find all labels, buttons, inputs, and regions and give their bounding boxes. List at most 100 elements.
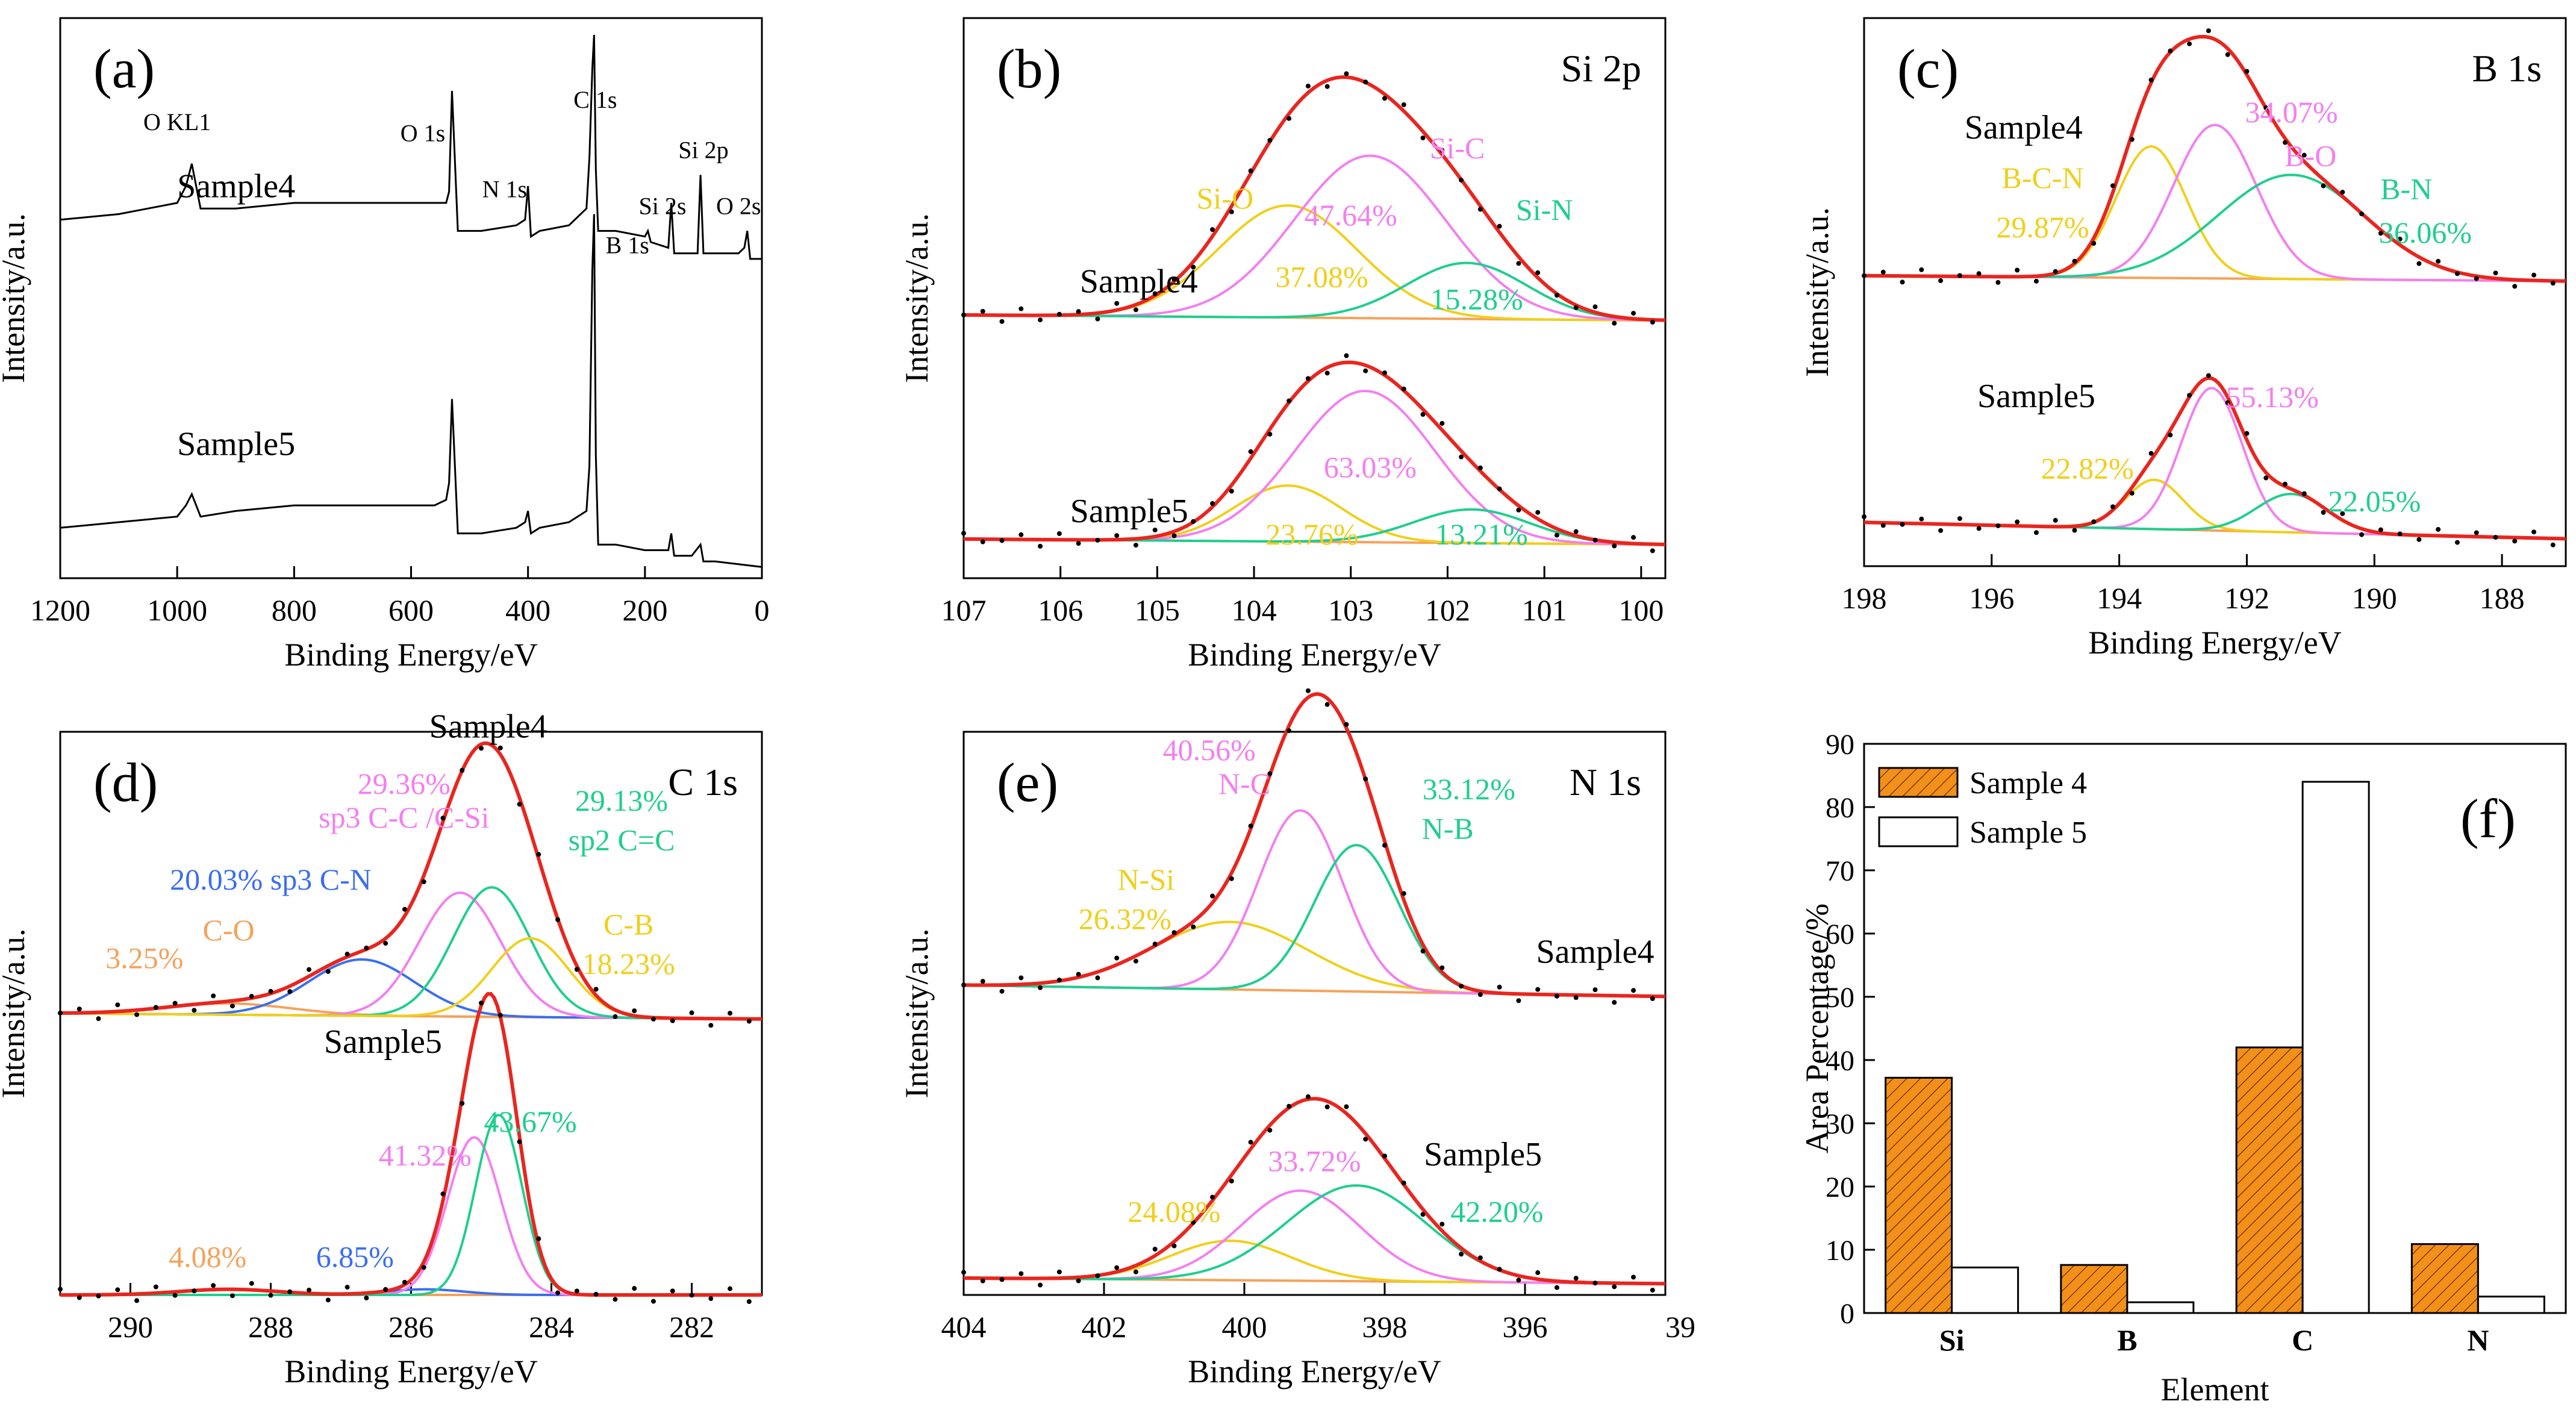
raw-data-point [2512,538,2518,544]
raw-data-point [999,319,1005,324]
raw-data-point [460,768,465,773]
raw-data-point [728,1011,733,1016]
y-tick-label: 40 [1826,1045,1854,1077]
raw-data-point [593,1291,599,1297]
panel-a: Binding Energy/eV Intensity/a.u. (a) 1200 10… [0,17,770,673]
bar-C-Sample5 [2301,781,2370,1314]
peak-annotation: 29.36% [358,767,451,800]
raw-data-point [2187,393,2192,398]
raw-data-point [1631,535,1636,540]
x-axis-label: Binding Energy/eV [1188,1353,1441,1389]
peak-annotation: C-O [203,913,255,947]
raw-data-point [1573,305,1579,310]
raw-data-point [1095,975,1100,981]
raw-data-point [1612,543,1617,549]
raw-data-point [2263,105,2269,111]
raw-data-point [1038,543,1043,549]
raw-data-point [1880,269,1886,275]
x-tick-label: 194 [2097,581,2142,615]
x-tick-label: 1000 [147,593,207,627]
raw-data-point [689,1293,694,1298]
peak-annotation: 20.03% sp3 C-N [170,862,372,896]
x-tick-label: 105 [1135,593,1180,627]
raw-data-point [1535,987,1541,992]
x-tick-label: C [2292,1323,2313,1357]
envelope-fit [963,692,1666,999]
raw-data-point [1382,370,1387,376]
raw-data-point [1938,278,1944,284]
raw-data-point [1305,688,1311,693]
x-axis-label: Binding Energy/eV [284,1353,537,1389]
peak-annotation: 23.76% [1265,517,1358,551]
raw-data-point [555,917,561,922]
peak-annotation: O KL1 [143,108,211,136]
raw-data-point [2244,431,2250,436]
series-label: Sample5 [324,1023,442,1061]
x-tick-label: 600 [388,593,434,627]
raw-data-point [1229,488,1234,494]
raw-data-point [287,989,293,994]
raw-data-point [574,1288,579,1294]
raw-data-point [2340,511,2345,516]
raw-data-point [479,1000,484,1006]
raw-data-point [2206,28,2211,34]
raw-data-point [2416,261,2422,266]
raw-data-point [1592,537,1598,543]
peak-annotation: N 1s [482,176,527,203]
raw-data-point [2359,211,2365,217]
peak-annotation: 15.28% [1430,282,1523,316]
raw-data-point [2474,276,2479,281]
series-label: Sample4 [1965,109,2083,146]
peak-annotation: B-O [2284,139,2336,173]
raw-data-point [1267,771,1273,776]
raw-data-point [2512,284,2518,289]
raw-data-point [2148,451,2154,456]
raw-data-point [2493,270,2498,276]
x-tick-label: 188 [2480,581,2525,615]
raw-data-point [1957,516,1962,521]
raw-data-point [1439,148,1445,153]
peak-annotation: 18.23% [582,947,675,981]
peak-annotation: sp3 C-C /C-Si [319,800,489,834]
raw-data-point [58,1010,63,1015]
raw-data-point [1363,776,1368,782]
raw-data-point [1554,1285,1559,1290]
raw-data-point [1018,532,1024,537]
y-tick-label: 50 [1826,982,1854,1014]
peak-annotation: Si 2p [678,137,728,164]
x-tick-label: 107 [941,593,987,627]
raw-data-point [1133,1269,1138,1274]
raw-data-point [1095,537,1100,543]
raw-data-point [2053,269,2058,274]
raw-data-point [2531,529,2537,535]
component-B-O [1863,123,2566,282]
raw-data-point [670,1018,675,1023]
y-axis-label: Intensity/a.u. [0,213,31,383]
peak-annotation: Si-N [1516,193,1573,226]
component-55.13% [1863,387,2566,540]
raw-data-point [1267,1127,1273,1133]
raw-data-point [1477,207,1483,212]
raw-data-point [460,1100,465,1106]
x-tick-label: 1200 [30,593,90,627]
raw-data-point [2129,490,2135,496]
raw-data-point [1401,891,1406,896]
raw-data-point [76,1006,82,1012]
raw-data-point [2033,278,2039,284]
raw-data-point [1248,168,1253,173]
raw-data-point [1305,1094,1311,1099]
raw-data-point [1324,370,1330,376]
raw-data-point [555,1290,561,1296]
legend-swatch [1878,767,1959,798]
peak-annotation: Si-C [1430,131,1485,165]
raw-data-point [325,969,331,975]
raw-data-point [153,1005,158,1010]
peak-annotation: 22.82% [2041,451,2134,485]
raw-data-point [497,1012,503,1018]
peak-annotation: B 1s [606,232,649,259]
raw-data-point [1554,993,1559,999]
raw-data-point [249,994,254,999]
raw-data-point [1267,137,1273,143]
raw-data-point [1612,320,1617,326]
raw-data-point [497,745,503,750]
